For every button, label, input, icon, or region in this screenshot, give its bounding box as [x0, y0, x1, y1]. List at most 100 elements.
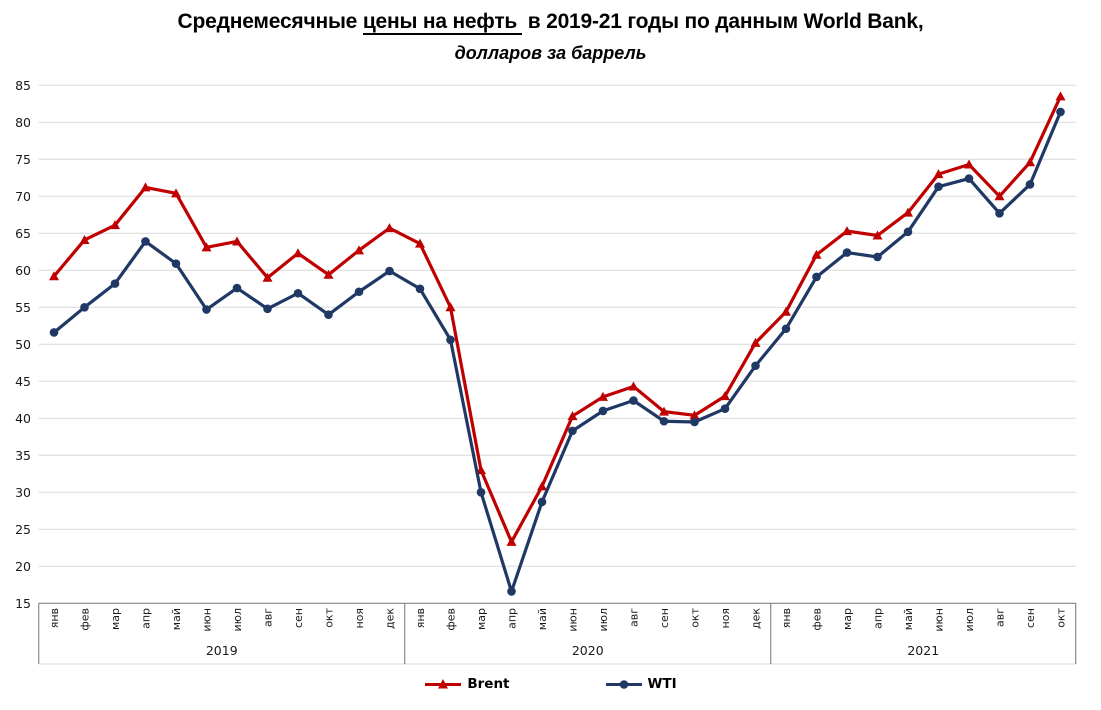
month-tick-label: июн [933, 608, 946, 632]
wti-data-point-marker [659, 416, 669, 426]
brent-data-point-marker [842, 226, 852, 236]
wti-data-point-marker [720, 404, 730, 413]
month-tick-label: мар [475, 608, 488, 630]
y-axis-tick-label: 25 [15, 522, 31, 537]
month-tick-label: июн [201, 608, 214, 632]
brent-data-point-marker [567, 411, 578, 421]
brent-data-point-marker [140, 182, 151, 192]
month-tick-label: сен [292, 608, 305, 628]
y-axis-tick-label: 75 [15, 152, 31, 167]
brent-data-point-marker [415, 238, 425, 248]
y-axis-tick-label: 60 [15, 263, 31, 278]
month-tick-label: апр [872, 608, 885, 629]
wti-data-point-marker [324, 310, 333, 319]
wti-data-point-marker [232, 283, 242, 293]
title-underlined-text: цены на нефть [362, 10, 523, 35]
chart-subtitle: долларов за баррель [454, 43, 647, 63]
brent-data-point-marker [537, 481, 547, 491]
wti-data-point-marker [171, 259, 181, 268]
brent-data-point-marker [750, 337, 761, 347]
wti-data-point-marker [812, 272, 821, 282]
wti-data-point-marker [80, 303, 89, 312]
month-tick-label: сен [1024, 608, 1037, 628]
month-tick-label: янв [48, 608, 61, 628]
year-label: 2021 [907, 643, 939, 658]
y-axis-tick-label: 55 [15, 300, 31, 315]
brent-data-point-marker [79, 234, 90, 244]
brent-data-point-marker [445, 302, 456, 312]
wti-data-point-marker [49, 328, 59, 337]
y-axis-tick-label: 80 [15, 115, 31, 130]
legend-item-wti: WTI [605, 676, 677, 692]
wti-data-point-marker [964, 174, 974, 183]
brent-data-point-marker [49, 271, 59, 281]
brent-data-point-marker [323, 269, 334, 279]
month-tick-label: янв [414, 608, 427, 628]
brent-data-point-marker [1055, 91, 1066, 101]
month-tick-label: авг [994, 608, 1007, 627]
wti-data-point-marker [476, 488, 486, 497]
wti-data-point-marker [629, 396, 638, 405]
wti-data-point-marker [293, 288, 303, 298]
year-label: 2019 [206, 643, 238, 658]
wti-data-point-marker [202, 305, 211, 314]
chart-legend: Brent WTI [0, 676, 1101, 692]
brent-series-line [52, 94, 1063, 544]
month-tick-label: окт [323, 607, 336, 627]
month-tick-label: мар [109, 608, 122, 630]
y-axis-tick-label: 35 [15, 448, 31, 463]
wti-data-point-marker [1056, 107, 1065, 117]
y-axis-tick-label: 20 [15, 559, 31, 574]
wti-data-point-marker [507, 587, 516, 596]
month-tick-label: окт [689, 607, 702, 627]
title-text-before: Среднемесячные [177, 10, 363, 33]
wti-data-point-marker [598, 406, 608, 416]
wti-data-point-marker [537, 497, 547, 507]
month-tick-label: апр [506, 608, 519, 629]
wti-data-point-marker [263, 304, 272, 314]
brent-data-point-marker [811, 249, 822, 259]
brent-data-point-marker [171, 188, 181, 198]
brent-data-point-marker [720, 391, 730, 401]
month-tick-label: дек [750, 608, 763, 629]
wti-data-point-marker [110, 279, 120, 288]
brent-data-point-marker [933, 169, 944, 179]
brent-data-point-marker [903, 207, 913, 217]
month-tick-label: май [170, 608, 183, 630]
brent-data-point-marker [872, 230, 883, 240]
brent-line-triangle-marker-icon [425, 678, 462, 688]
wti-series-line [52, 110, 1063, 594]
month-tick-label: фев [445, 608, 458, 631]
wti-data-point-marker [446, 335, 455, 345]
month-tick-label: июл [597, 608, 610, 631]
brent-data-point-marker [964, 159, 974, 169]
brent-data-point-marker [628, 381, 639, 391]
y-axis-tick-label: 15 [15, 596, 31, 611]
wti-data-point-marker [751, 361, 760, 371]
wti-data-point-marker [995, 209, 1004, 218]
brent-data-point-marker [384, 223, 395, 233]
brent-data-point-marker [262, 272, 273, 282]
y-axis-tick-label: 70 [15, 189, 31, 204]
month-tick-label: апр [140, 608, 153, 629]
month-tick-label: сен [658, 608, 671, 628]
month-tick-label: май [902, 608, 915, 630]
brent-data-point-marker [1025, 157, 1035, 167]
y-axis-tick-label: 30 [15, 485, 31, 500]
year-label: 2020 [572, 643, 604, 658]
brent-data-point-marker [201, 242, 212, 252]
title-text-after: в 2019-21 годы по данным World Bank, [522, 10, 924, 33]
wti-data-point-marker [141, 237, 150, 246]
wti-data-point-marker [690, 417, 699, 427]
y-axis-tick-label: 65 [15, 226, 31, 241]
month-tick-label: ноя [719, 608, 732, 629]
wti-data-point-marker [842, 248, 852, 257]
brent-data-point-marker [110, 220, 120, 230]
oil-price-line-chart: 15 20 25 30 35 40 45 50 55 60 65 70 75 80 85 янв фев мар а… [15, 78, 1077, 665]
brent-data-point-marker [659, 406, 669, 416]
brent-data-point-marker [354, 245, 364, 255]
brent-data-point-marker [781, 306, 791, 316]
legend-label-wti: WTI [647, 676, 677, 692]
wti-line-circle-marker-icon [605, 679, 642, 689]
